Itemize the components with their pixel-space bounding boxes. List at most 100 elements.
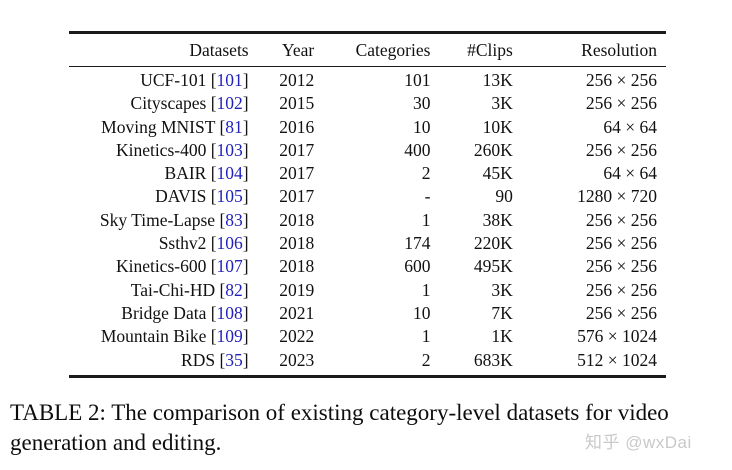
table-row: BAIR [104] 2017 2 45K 64 × 64 xyxy=(69,162,666,185)
resolution-cell: 576 × 1024 xyxy=(577,326,657,347)
dataset-cell: Bridge Data [108] xyxy=(69,302,248,325)
year-cell: 2017 xyxy=(279,163,315,184)
table-row: Sky Time-Lapse [83] 2018 1 38K 256 × 256 xyxy=(69,209,666,232)
categories-cell: 2 xyxy=(421,349,431,370)
dataset-name: Ssthv2 [ xyxy=(158,233,217,254)
table-row: Kinetics-400 [103] 2017 400 260K 256 × 256 xyxy=(69,139,666,162)
dataset-name: Bridge Data [ xyxy=(121,302,217,323)
col-header-clips: #Clips xyxy=(467,40,513,60)
col-header-resolution: Resolution xyxy=(581,40,657,60)
year-cell: 2015 xyxy=(279,93,315,114)
dataset-cell: Mountain Bike [109] xyxy=(69,325,249,348)
year-cell: 2016 xyxy=(279,116,315,137)
citation-link[interactable]: 82 xyxy=(225,279,243,300)
col-header-categories: Categories xyxy=(355,40,431,60)
categories-cell: 600 xyxy=(404,256,431,277)
year-cell: 2017 xyxy=(279,139,315,160)
dataset-cell: Tai-Chi-HD [82] xyxy=(69,279,249,302)
dataset-cell: DAVIS [105] xyxy=(69,185,249,208)
resolution-cell: 64 × 64 xyxy=(603,116,657,137)
dataset-name: BAIR [ xyxy=(164,163,217,184)
clips-cell: 260K xyxy=(473,139,513,160)
dataset-cell: Moving MNIST [81] xyxy=(69,116,249,139)
resolution-cell: 1280 × 720 xyxy=(577,186,657,207)
clips-cell: 3K xyxy=(491,93,513,114)
year-cell: 2018 xyxy=(279,256,315,277)
citation-link[interactable]: 105 xyxy=(216,186,243,207)
table-row: Ssthv2 [106] 2018 174 220K 256 × 256 xyxy=(69,232,666,255)
table-row: Moving MNIST [81] 2016 10 10K 64 × 64 xyxy=(69,116,666,139)
resolution-cell: 256 × 256 xyxy=(585,93,657,114)
year-cell: 2018 xyxy=(279,233,315,254)
citation-link[interactable]: 107 xyxy=(216,256,243,277)
year-cell: 2019 xyxy=(279,279,315,300)
citation-link[interactable]: 81 xyxy=(225,116,243,137)
dataset-cell: Kinetics-600 [107] xyxy=(69,255,249,278)
dataset-name: DAVIS [ xyxy=(155,186,217,207)
resolution-cell: 256 × 256 xyxy=(585,256,657,277)
citation-link[interactable]: 109 xyxy=(216,326,243,347)
dataset-name: Moving MNIST [ xyxy=(101,116,226,137)
clips-cell: 7K xyxy=(491,302,513,323)
dataset-name: Kinetics-600 [ xyxy=(115,256,217,277)
table-row: Bridge Data [108] 2021 10 7K 256 × 256 xyxy=(69,302,666,325)
categories-cell: 101 xyxy=(404,70,431,90)
table-row: Kinetics-600 [107] 2018 600 495K 256 × 256 xyxy=(69,255,666,278)
citation-link[interactable]: 101 xyxy=(216,70,243,90)
categories-cell: 174 xyxy=(404,233,431,254)
clips-cell: 3K xyxy=(491,279,513,300)
clips-cell: 10K xyxy=(482,116,513,137)
dataset-cell: RDS [35] xyxy=(69,349,249,377)
citation-link[interactable]: 83 xyxy=(225,209,243,230)
clips-cell: 45K xyxy=(482,163,513,184)
dataset-cell: BAIR [104] xyxy=(69,162,249,185)
citation-link[interactable]: 102 xyxy=(216,93,243,114)
clips-cell: 495K xyxy=(473,256,513,277)
year-cell: 2023 xyxy=(279,349,315,370)
table-row: Mountain Bike [109] 2022 1 1K 576 × 1024 xyxy=(69,325,666,348)
categories-cell: 10 xyxy=(412,302,431,323)
citation-bracket: ] xyxy=(242,116,249,137)
categories-cell: 10 xyxy=(412,116,431,137)
datasets-table: Datasets Year Categories #Clips Resoluti… xyxy=(69,31,666,378)
citation-bracket: ] xyxy=(242,349,249,370)
dataset-cell: Cityscapes [102] xyxy=(69,92,249,115)
col-header-year: Year xyxy=(282,40,315,60)
year-cell: 2022 xyxy=(279,326,315,347)
citation-link[interactable]: 108 xyxy=(216,302,243,323)
year-cell: 2021 xyxy=(279,302,315,323)
categories-cell: - xyxy=(424,186,431,207)
citation-bracket: ] xyxy=(242,279,249,300)
clips-cell: 13K xyxy=(482,70,513,90)
citation-link[interactable]: 35 xyxy=(225,349,243,370)
clips-cell: 220K xyxy=(473,233,513,254)
categories-cell: 1 xyxy=(421,326,431,347)
dataset-cell: Sky Time-Lapse [83] xyxy=(69,209,249,232)
categories-cell: 1 xyxy=(421,279,431,300)
citation-bracket: ] xyxy=(242,233,249,254)
table-header-row: Datasets Year Categories #Clips Resoluti… xyxy=(69,33,666,67)
resolution-cell: 256 × 256 xyxy=(585,279,657,300)
citation-bracket: ] xyxy=(242,209,249,230)
dataset-name: Sky Time-Lapse [ xyxy=(99,209,226,230)
dataset-name: Mountain Bike [ xyxy=(100,326,217,347)
citation-bracket: ] xyxy=(242,93,249,114)
year-cell: 2017 xyxy=(279,186,315,207)
table-row: UCF-101 [101] 2012 101 13K 256 × 256 xyxy=(69,67,666,93)
table-header: Datasets Year Categories #Clips Resoluti… xyxy=(69,33,666,67)
watermark: 知乎 @wxDai xyxy=(585,433,692,452)
citation-link[interactable]: 106 xyxy=(216,233,243,254)
citation-link[interactable]: 103 xyxy=(216,139,243,160)
citation-bracket: ] xyxy=(242,70,249,90)
table-caption: TABLE 2: The comparison of existing cate… xyxy=(10,400,669,455)
categories-cell: 30 xyxy=(412,93,431,114)
year-cell: 2012 xyxy=(279,70,315,90)
clips-cell: 38K xyxy=(482,209,513,230)
dataset-name: Kinetics-400 [ xyxy=(115,139,217,160)
citation-link[interactable]: 104 xyxy=(216,163,243,184)
table-row: Tai-Chi-HD [82] 2019 1 3K 256 × 256 xyxy=(69,279,666,302)
dataset-name: RDS [ xyxy=(181,349,226,370)
dataset-name: UCF-101 [ xyxy=(140,70,217,90)
citation-bracket: ] xyxy=(242,186,249,207)
